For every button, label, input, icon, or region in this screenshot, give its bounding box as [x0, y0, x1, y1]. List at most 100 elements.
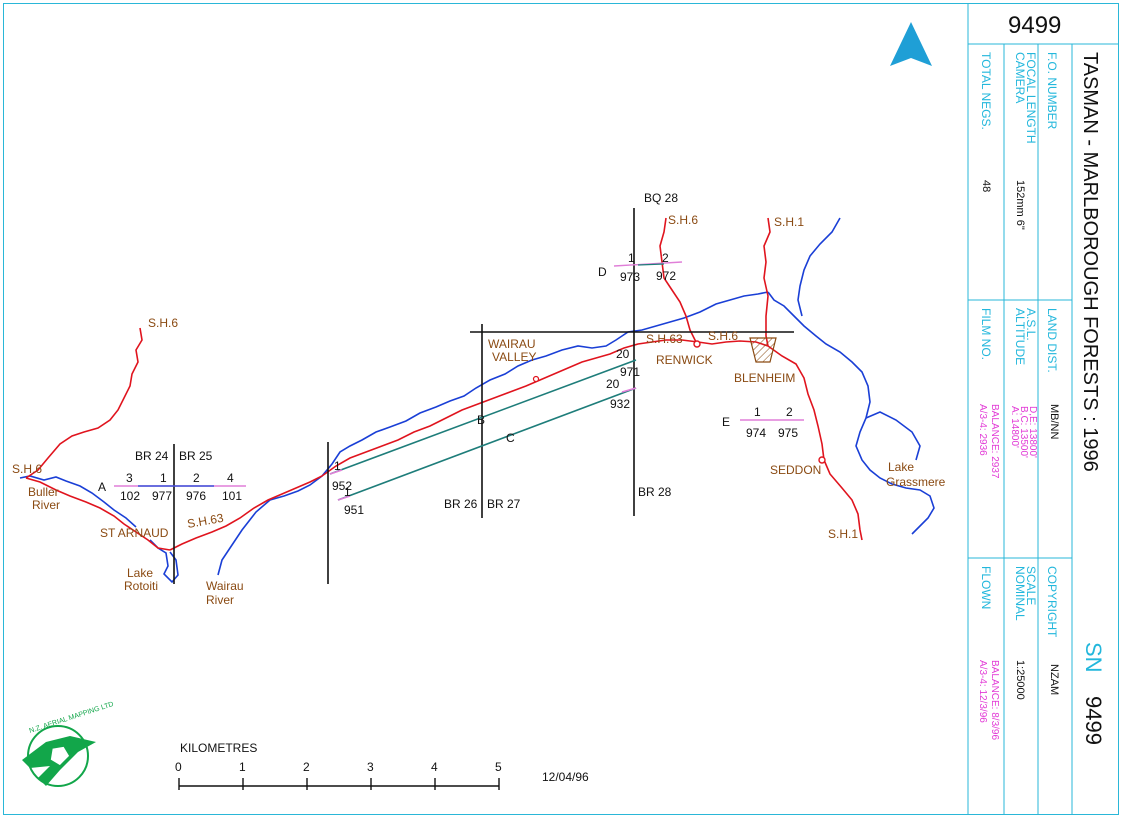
run-e-label: E	[722, 415, 730, 429]
wairau-river-east	[767, 291, 935, 535]
copyright-label: COPYRIGHT	[1045, 566, 1059, 638]
sh1-north-road	[763, 217, 771, 347]
grassmere-shore	[865, 411, 921, 461]
run-d-top-0: 1	[628, 251, 635, 265]
scale-tick-0: 0	[175, 760, 182, 774]
buller-river	[19, 475, 137, 528]
nz-aerial-mapping-logo: N.Z. AERIAL MAPPING LTD	[22, 701, 115, 787]
grid-label-br25: BR 25	[179, 449, 213, 463]
run-c-ends	[337, 495, 351, 501]
map-frame	[3, 3, 1119, 815]
sh6-top-road	[659, 217, 697, 343]
land-dist-label: LAND DIST.	[1045, 308, 1059, 373]
land-dist-value: MB/NN	[1048, 404, 1060, 440]
road-sh6-west: S.H.6	[12, 462, 42, 476]
north-arrow-icon	[890, 22, 932, 66]
place-wairau-river-1: Wairau	[206, 579, 244, 593]
run-a-top-0: 3	[126, 471, 133, 485]
film-no-label: FILM NO.	[979, 308, 993, 360]
run-e-top-0: 1	[754, 405, 761, 419]
sn-number: 9499	[1081, 696, 1106, 745]
road-sh63-east: S.H.63	[646, 332, 683, 346]
road-sh1-north: S.H.1	[774, 215, 804, 229]
fo-number-label: F.O. NUMBER	[1045, 52, 1059, 130]
run-a-bottom-1: 977	[152, 489, 172, 503]
run-b-ends	[329, 469, 343, 475]
place-seddon: SEDDON	[770, 463, 821, 477]
grid-label-bq28: BQ 28	[644, 191, 678, 205]
run-a-bottom-2: 976	[186, 489, 206, 503]
run-c-start-top: 1	[344, 485, 351, 499]
camera-value: 152mm 6"	[1014, 180, 1026, 230]
place-renwick: RENWICK	[656, 353, 713, 367]
scale-value: 1:25000	[1014, 660, 1026, 700]
film-no-value-0: A/3-4: 2936	[977, 404, 988, 456]
camera-label-1: CAMERA	[1013, 52, 1027, 103]
scale-tick-2: 2	[303, 760, 310, 774]
town-markers	[532, 337, 826, 464]
lake-rotoiti	[149, 539, 179, 584]
run-b-line	[329, 359, 637, 475]
run-b-start-top: 1	[334, 459, 341, 473]
run-c-end-top: 20	[606, 377, 620, 391]
run-c-end-tick	[621, 387, 637, 393]
altitude-value-0: A: 14800'	[1009, 406, 1020, 448]
run-d-bottom-0: 973	[620, 270, 640, 284]
total-negs-value: 48	[980, 180, 992, 192]
sn-label: SN	[1081, 642, 1106, 673]
run-a-label: A	[98, 480, 106, 494]
scale-tick-5: 5	[495, 760, 502, 774]
run-a-top-2: 2	[193, 471, 200, 485]
rivers	[19, 217, 935, 584]
awatere-river	[797, 217, 841, 317]
run-e-bottom-1: 975	[778, 426, 798, 440]
road-sh6-top: S.H.6	[668, 213, 698, 227]
flown-value-1: BALANCE: 8/3/96	[989, 660, 1000, 740]
sh6-buller-road	[25, 477, 171, 551]
run-e-top-1: 2	[786, 405, 793, 419]
scale-tick-4: 4	[431, 760, 438, 774]
run-b-end: 20	[616, 347, 630, 361]
altitude-label-2: A.S.L.	[1024, 308, 1038, 341]
run-e-bottom-0: 974	[746, 426, 766, 440]
flown-label: FLOWN	[979, 566, 993, 609]
grid-label-br27: BR 27	[487, 497, 521, 511]
sh6-north-road	[25, 327, 143, 479]
camera-label-2: FOCAL LENGTH	[1024, 52, 1038, 144]
map-date: 12/04/96	[542, 770, 589, 784]
run-d-line	[613, 261, 683, 267]
flight-runs	[114, 261, 804, 501]
place-lake-grassmere-1: Lake	[888, 460, 914, 474]
altitude-value-2: D,E: 13800'	[1027, 406, 1038, 458]
wairau-valley-marker	[532, 375, 540, 383]
sheet-lines	[173, 208, 794, 584]
altitude-value-1: B,C: 13500'	[1018, 406, 1029, 458]
run-a-bottom-0: 102	[120, 489, 140, 503]
scale-tick-3: 3	[367, 760, 374, 774]
run-d-top-1: 2	[662, 251, 669, 265]
grid-label-br26: BR 26	[444, 497, 478, 511]
sh1-south-road	[767, 345, 863, 541]
run-d-label: D	[598, 265, 607, 279]
run-b-label: B	[477, 413, 485, 427]
place-wairau-river-2: River	[206, 593, 234, 607]
run-d-covered	[637, 263, 665, 266]
run-a-top-1: 1	[160, 471, 167, 485]
run-b-start-bottom: 952	[332, 479, 352, 493]
scale-label-1: NOMINAL	[1013, 566, 1027, 621]
road-sh1-south: S.H.1	[828, 527, 858, 541]
grid-label-br24: BR 24	[135, 449, 169, 463]
road-sh6-blenheim: S.H.6	[708, 329, 738, 343]
blenheim-marker	[749, 337, 777, 363]
place-rotoiti-2: Rotoiti	[124, 579, 158, 593]
run-c-start-bottom: 951	[344, 503, 364, 517]
place-st-arnaud: ST ARNAUD	[100, 526, 169, 540]
road-sh63-west: S.H.63	[186, 511, 225, 531]
place-wairau-valley-2: VALLEY	[492, 350, 536, 364]
roads	[25, 217, 863, 551]
altitude-label-1: ALTITUDE	[1013, 308, 1027, 365]
scale-label-2: SCALE	[1024, 566, 1038, 605]
grid-label-br28: BR 28	[638, 485, 672, 499]
run-c-end-bottom: 971	[620, 365, 640, 379]
